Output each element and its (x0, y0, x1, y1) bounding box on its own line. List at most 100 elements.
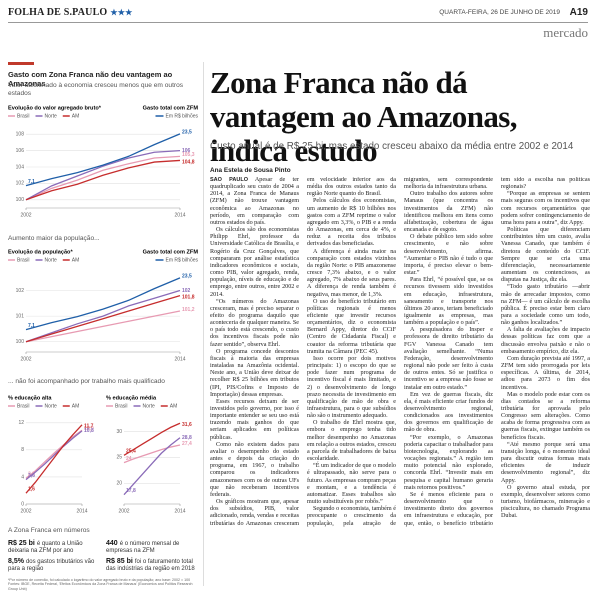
sidebar-subtitle: Valor adicionado à economia cresceu meno… (8, 82, 184, 97)
paragraph-text: Isso ocorre por dois motivos principais:… (307, 355, 396, 420)
start-label: 25,4 (126, 449, 136, 455)
x-tick-label: 2002 (20, 356, 31, 362)
y-tick-label: 0 (21, 501, 24, 507)
y-tick-label: 30 (116, 429, 122, 435)
end-label: 23,5 (182, 274, 192, 280)
line-series (25, 424, 83, 494)
y-tick-label: 108 (16, 132, 25, 138)
paragraph-text: “Os números do Amazonas cresceram, mas é… (210, 298, 299, 348)
page-number: A19 (569, 7, 588, 18)
sidebar-subtitle: Aumento maior da população... (8, 235, 100, 242)
stat-figure: R$ 85 bi (106, 558, 133, 565)
header-rule (8, 22, 588, 23)
dateline: SÃO PAULO (210, 177, 248, 183)
paragraph: Em vez de guerras fiscais, diz ela, é ma… (404, 392, 493, 435)
paragraph: “Por exemplo, o Amazonas poderia capacit… (404, 435, 493, 492)
line-series (25, 294, 181, 343)
column-separator (203, 62, 204, 586)
paragraph-text: Com duração prevista até 1997, a ZFM tem… (501, 355, 590, 391)
subheadline: Custo anual é de R$ 25 bi, mas estado cr… (210, 141, 574, 152)
paragraph-text: Outro trabalho dos autores sobre Manaus … (404, 191, 493, 234)
paragraph: “Porque as empresas se sentem mais segur… (501, 191, 590, 227)
paragraph: O debate público tem sido sobre crescime… (404, 234, 493, 277)
paragraph-text: Para Ehrl, “é possível que, se os recurs… (404, 277, 493, 327)
y-tick-label: 12 (18, 420, 24, 426)
end-label: 101,8 (182, 294, 195, 300)
headline: Zona Franca não dá vantagem ao Amazonas,… (210, 65, 517, 168)
chart: Evolução do valor agregado bruto* Gasto t… (6, 102, 200, 220)
line-series (25, 159, 181, 201)
paragraph-text: “Todo gasto tributário —abrir mão de arr… (501, 284, 590, 327)
end-label: 104,8 (182, 159, 195, 165)
paragraph: A diferença é ainda maior na comparação … (307, 249, 396, 299)
paragraph: A falta de avaliações de impacto dessas … (501, 327, 590, 356)
paragraph: Com duração prevista até 1997, a ZFM tem… (501, 356, 590, 392)
accent-bar (8, 62, 34, 65)
end-label: 106 (182, 148, 191, 154)
end-label: 23,5 (182, 130, 192, 136)
line-series (25, 155, 181, 201)
end-label: 102 (182, 288, 191, 294)
line-series (25, 429, 83, 479)
x-tick-label: 2014 (174, 356, 185, 362)
x-tick-label: 2014 (174, 508, 185, 514)
line-series (25, 430, 83, 481)
y-tick-label: 100 (16, 339, 25, 345)
paragraph-text: O uso de benefício tributário em polític… (307, 298, 396, 355)
x-tick-label: 2014 (174, 212, 185, 218)
section-name: mercado (543, 25, 588, 40)
chart-title: % educação alta (8, 395, 52, 401)
line-series (25, 149, 181, 201)
y-tick-label: 20 (116, 481, 122, 487)
paragraph-text: Mas o modelo pode estar com os dias cont… (501, 391, 590, 441)
sidebar-title: Gasto com Zona Franca não deu vantagem a… (8, 70, 173, 88)
x-tick-label: 2002 (118, 508, 129, 514)
paragraph-text: Segundo o economista, também é preocupan… (307, 177, 493, 527)
line-series (25, 289, 181, 343)
paragraph-text: “Até mesmo porque será uma transição lon… (501, 441, 590, 484)
paragraph: A pesquisadora do Insper e professora de… (404, 327, 493, 391)
stat-text: é quanto a União deixaria na ZFM por ano (8, 541, 83, 554)
stat-text: é o número mensal de empresas na ZFM (106, 541, 180, 554)
paragraph-text: “Porque as empresas se sentem mais segur… (501, 191, 590, 226)
start-label: 7,1 (28, 179, 35, 185)
paragraph: Para Ehrl, “é possível que, se os recurs… (404, 277, 493, 327)
legend-label: AM (170, 403, 178, 409)
end-label: 10,8 (84, 428, 94, 434)
footnote: *Por número de conexão, foi calculado o … (8, 578, 193, 591)
line-series (25, 310, 181, 343)
chart-title: Evolução do valor agregado bruto* (8, 105, 102, 111)
legend-label: Brasil (17, 403, 30, 409)
y-tick-label: 25 (116, 455, 122, 461)
end-label: 10,9 (84, 426, 94, 432)
end-label: 31,6 (182, 422, 192, 428)
chart-svg: % educação média Brasil Norte AM 20 25 30 2002 2… (106, 395, 192, 514)
paragraph-text: O debate público tem sido sobre crescime… (404, 234, 493, 277)
legend-label: Norte (45, 257, 57, 263)
legend-label: Norte (45, 113, 57, 119)
start-label: 1,6 (28, 486, 35, 492)
y-tick-label: 8 (21, 447, 24, 453)
paragraph: Políticas que diferenciam contribuintes … (501, 227, 590, 284)
end-label: 11,7 (84, 424, 94, 430)
legend-label: Norte (45, 403, 57, 409)
paragraph: Isso ocorre por dois motivos principais:… (307, 356, 396, 420)
y-tick-label: 101 (16, 313, 25, 319)
logo-stars: ★★★ (110, 8, 133, 17)
legend-label: Norte (143, 403, 155, 409)
paragraph: O trabalho de Ehrl mostra que, embora o … (307, 420, 396, 463)
legend-label: Em R$ bilhões (165, 257, 198, 263)
y-tick-label: 100 (16, 197, 25, 203)
legend-label: Brasil (17, 257, 30, 263)
x-tick-label: 2002 (20, 508, 31, 514)
chart-svg: % educação alta Brasil Norte AM 0 4 8 12 2002 201… (8, 395, 94, 514)
paragraph-text: O programa concede descontos fiscais à m… (210, 348, 299, 398)
paragraph: “Os números do Amazonas cresceram, mas é… (210, 299, 299, 349)
paragraph-text: Como não existem dados para avaliar o de… (210, 441, 299, 498)
paragraph: O governo atual estuda, por exemplo, des… (501, 485, 590, 521)
sidebar-subtitle: ... não foi acompanhado por trabalho mai… (8, 378, 165, 385)
stat-text: foi o faturamento total das indústrias d… (106, 559, 195, 572)
y-tick-label: 106 (16, 148, 25, 154)
paragraph: Se é menos eficiente para o desenvolvime… (404, 177, 590, 528)
legend-label: Em R$ bilhões (165, 113, 198, 119)
